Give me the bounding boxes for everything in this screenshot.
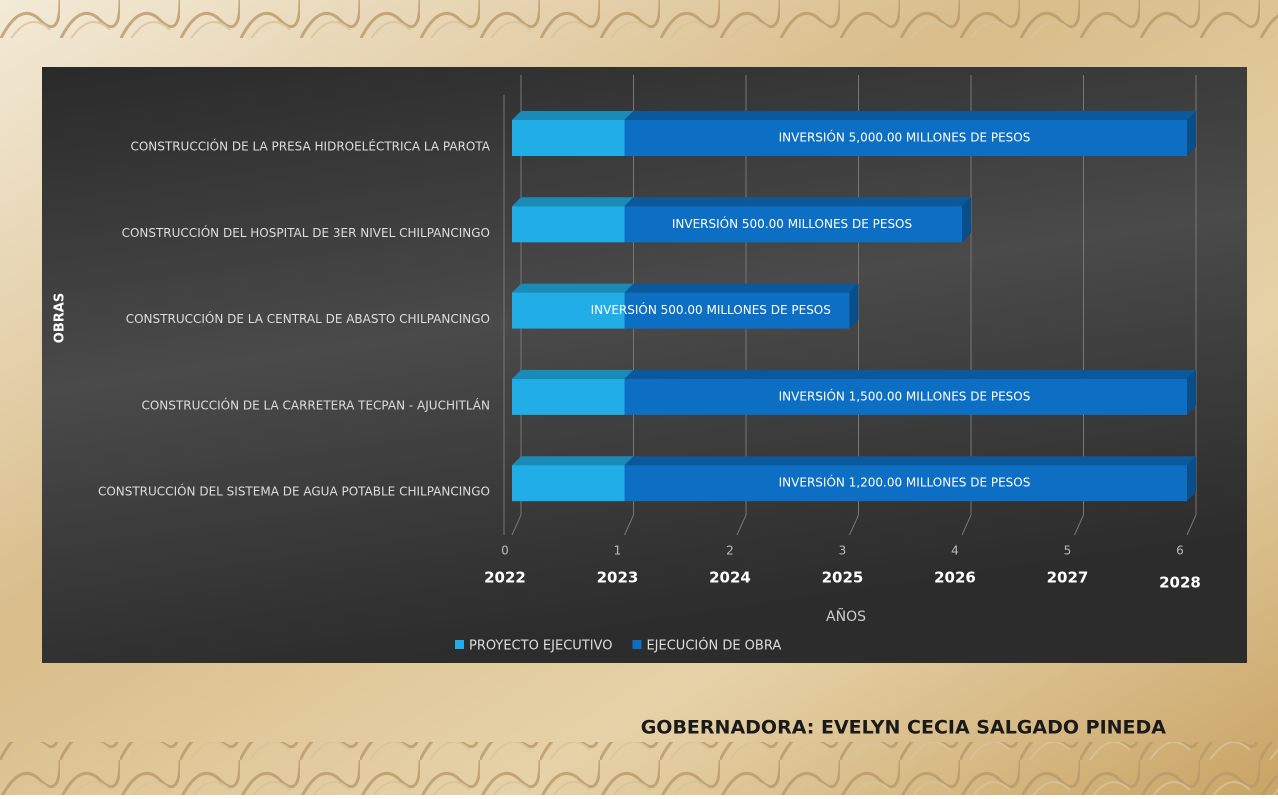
- year-label: 2022: [484, 569, 526, 587]
- year-label: 2027: [1047, 569, 1089, 587]
- legend-swatch: [632, 640, 642, 649]
- x-tick-label: 3: [839, 544, 847, 558]
- bar-top: [512, 197, 634, 207]
- bar-annotation: INVERSIÓN 500.00 MILLONES DE PESOS: [591, 302, 831, 317]
- floor-line: [849, 514, 859, 536]
- bar: [512, 465, 625, 502]
- bar: [624, 465, 1187, 502]
- floor-line: [1074, 514, 1084, 536]
- bar-top: [512, 111, 634, 120]
- bar: [512, 120, 625, 156]
- bar-side: [962, 197, 971, 243]
- category-label: CONSTRUCCIÓN DE LA PRESA HIDROELÉCTRICA …: [130, 139, 490, 154]
- year-label: 2024: [709, 569, 751, 587]
- year-label: 2026: [934, 569, 976, 587]
- bar: [512, 378, 625, 415]
- floor-line: [1186, 514, 1197, 536]
- x-tick-label: 6: [1176, 544, 1184, 558]
- floor-line: [624, 514, 634, 536]
- category-label: CONSTRUCCIÓN DEL SISTEMA DE AGUA POTABLE…: [98, 484, 490, 499]
- bar-side: [1187, 111, 1196, 156]
- bar: [624, 206, 962, 243]
- bar: [512, 292, 625, 329]
- category-label: CONSTRUCCIÓN DEL HOSPITAL DE 3ER NIVEL C…: [122, 225, 490, 240]
- legend-swatch: [455, 640, 464, 649]
- bar-top: [512, 456, 634, 466]
- bar-top: [624, 456, 1196, 466]
- chart-panel: [42, 67, 1247, 663]
- y-axis-title: OBRAS: [53, 293, 68, 343]
- bar-top: [512, 283, 634, 293]
- category-label: CONSTRUCCIÓN DE LA CENTRAL DE ABASTO CHI…: [126, 311, 490, 326]
- bar: [624, 378, 1187, 415]
- bar-annotation: INVERSIÓN 5,000.00 MILLONES DE PESOS: [779, 130, 1031, 145]
- x-tick-label: 2: [726, 544, 734, 558]
- bar-top: [624, 197, 971, 207]
- bar-side: [849, 283, 859, 329]
- floor-line: [961, 514, 972, 536]
- footer: GOBERNADORA: EVELYN CECIA SALGADO PINEDA: [641, 717, 1167, 739]
- bar: [512, 206, 625, 243]
- bar-side: [1187, 369, 1196, 415]
- x-tick-label: 4: [951, 544, 959, 558]
- legend-label: PROYECTO EJECUTIVO: [469, 639, 612, 654]
- bar-annotation: INVERSIÓN 1,200.00 MILLONES DE PESOS: [779, 475, 1031, 490]
- x-tick-label: 0: [501, 544, 509, 558]
- bar-top: [624, 111, 1196, 120]
- bar-annotation: INVERSIÓN 1,500.00 MILLONES DE PESOS: [779, 388, 1031, 403]
- bar-side: [1187, 456, 1196, 502]
- bar: [624, 292, 850, 329]
- year-label: 2025: [822, 569, 864, 587]
- top-ornament: [0, 0, 1278, 38]
- year-label: 2023: [597, 569, 639, 587]
- bar-top: [624, 283, 859, 293]
- floor-line: [736, 514, 747, 536]
- legend-label: EJECUCIÓN DE OBRA: [646, 638, 781, 654]
- bar: [624, 120, 1187, 156]
- bottom-ornament: [0, 742, 1278, 795]
- bar-top: [624, 369, 1196, 379]
- x-tick-label: 5: [1064, 544, 1072, 558]
- x-tick-label: 1: [614, 544, 622, 558]
- year-label: 2028: [1159, 574, 1201, 592]
- bar-top: [512, 369, 634, 379]
- floor-line: [511, 514, 522, 536]
- bar-annotation: INVERSIÓN 500.00 MILLONES DE PESOS: [672, 216, 912, 231]
- category-label: CONSTRUCCIÓN DE LA CARRETERA TECPAN - AJ…: [141, 397, 490, 412]
- x-axis-title: AÑOS: [826, 608, 866, 625]
